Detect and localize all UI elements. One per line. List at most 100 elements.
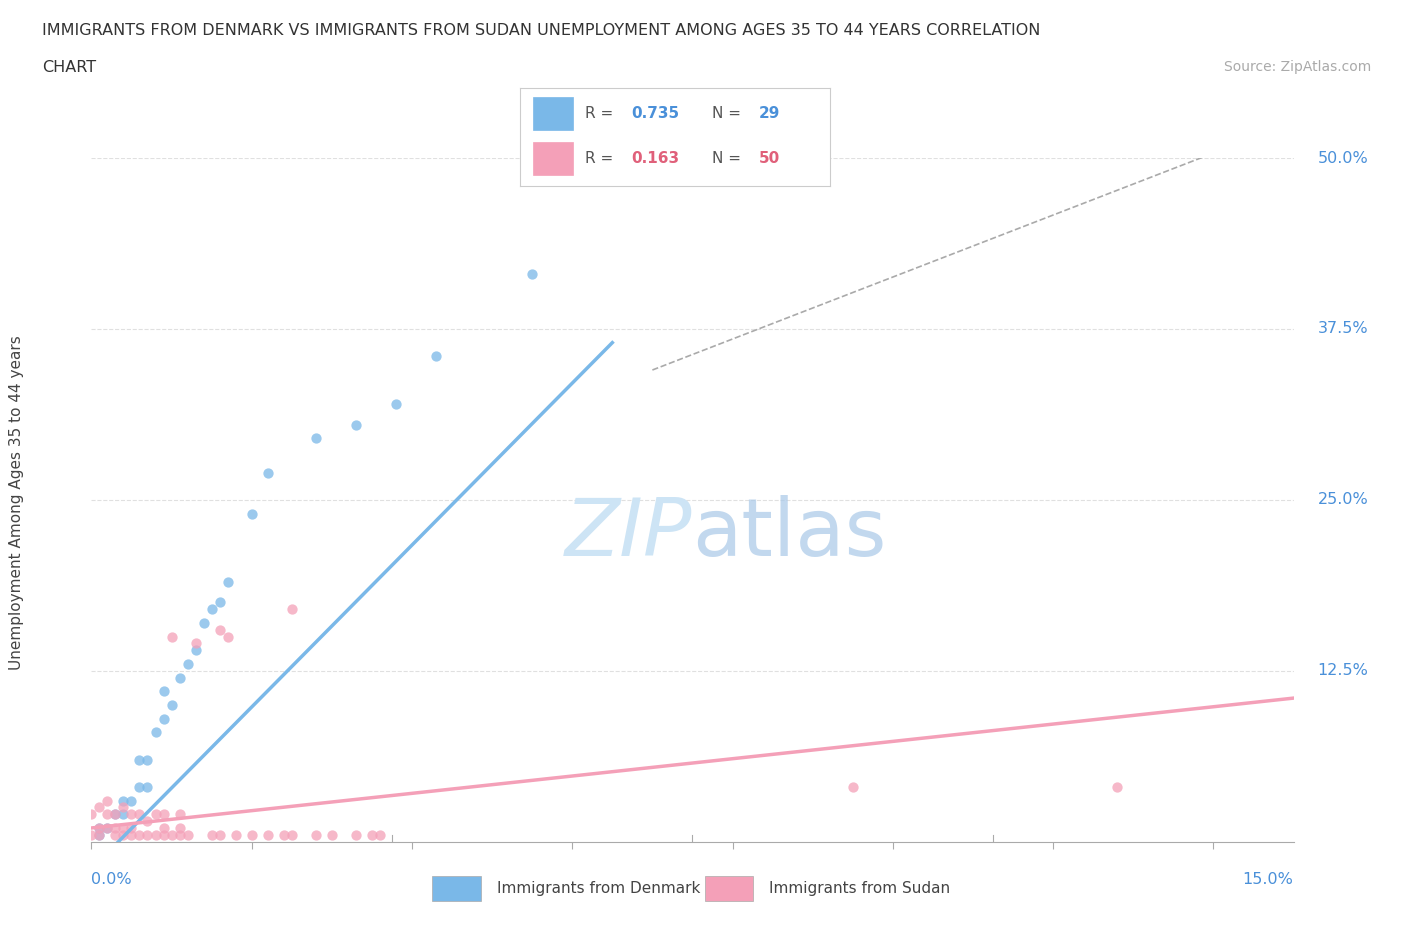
Point: [176, 828, 198, 843]
Point: [176, 657, 198, 671]
Point: [160, 630, 183, 644]
Point: [96, 820, 118, 835]
Point: [96, 793, 118, 808]
Point: [121, 828, 143, 843]
Point: [208, 595, 231, 610]
Point: [121, 807, 143, 822]
Point: [169, 828, 191, 843]
Text: 0.0%: 0.0%: [91, 871, 132, 886]
Bar: [533, 142, 572, 175]
Point: [193, 616, 215, 631]
Point: [145, 807, 167, 822]
Point: [128, 807, 150, 822]
Bar: [704, 876, 754, 901]
Point: [152, 711, 174, 726]
Text: atlas: atlas: [692, 495, 887, 573]
Text: Immigrants from Sudan: Immigrants from Sudan: [769, 881, 950, 897]
Point: [160, 828, 183, 843]
Point: [89, 820, 111, 835]
Point: [169, 671, 191, 685]
Point: [112, 793, 135, 808]
Point: [522, 267, 544, 282]
Point: [305, 828, 328, 843]
Point: [256, 465, 278, 480]
Point: [217, 630, 239, 644]
Point: [281, 602, 304, 617]
Point: [121, 820, 143, 835]
Text: 0.163: 0.163: [631, 152, 679, 166]
Text: 50.0%: 50.0%: [1317, 151, 1368, 166]
Point: [184, 636, 207, 651]
Point: [152, 820, 174, 835]
Point: [360, 828, 382, 843]
Text: 37.5%: 37.5%: [1317, 322, 1368, 337]
Point: [136, 814, 159, 829]
Point: [145, 724, 167, 739]
Point: [89, 820, 111, 835]
Point: [1107, 779, 1129, 794]
Text: Unemployment Among Ages 35 to 44 years: Unemployment Among Ages 35 to 44 years: [10, 335, 24, 670]
Point: [145, 828, 167, 843]
Point: [96, 820, 118, 835]
Point: [136, 828, 159, 843]
Point: [136, 752, 159, 767]
Point: [104, 807, 127, 822]
Point: [368, 828, 391, 843]
Point: [217, 575, 239, 590]
Point: [112, 828, 135, 843]
Text: 50: 50: [758, 152, 780, 166]
Point: [152, 684, 174, 698]
Point: [305, 431, 328, 445]
Text: R =: R =: [585, 106, 619, 121]
Point: [104, 820, 127, 835]
Point: [169, 807, 191, 822]
Bar: [433, 876, 481, 901]
Text: ZIP: ZIP: [565, 495, 692, 573]
Point: [128, 828, 150, 843]
Text: Source: ZipAtlas.com: Source: ZipAtlas.com: [1223, 60, 1371, 74]
Text: 29: 29: [758, 106, 780, 121]
Point: [112, 800, 135, 815]
Text: N =: N =: [711, 152, 745, 166]
Text: 25.0%: 25.0%: [1317, 492, 1368, 508]
Text: 15.0%: 15.0%: [1243, 871, 1294, 886]
Point: [104, 807, 127, 822]
Text: R =: R =: [585, 152, 619, 166]
Point: [169, 820, 191, 835]
Text: Immigrants from Denmark: Immigrants from Denmark: [496, 881, 700, 897]
Point: [89, 828, 111, 843]
Bar: [533, 97, 572, 130]
Text: 0.735: 0.735: [631, 106, 679, 121]
Point: [201, 828, 224, 843]
Point: [425, 349, 447, 364]
Point: [321, 828, 343, 843]
Point: [273, 828, 295, 843]
Point: [208, 828, 231, 843]
Point: [225, 828, 247, 843]
Point: [152, 807, 174, 822]
Point: [160, 698, 183, 712]
Point: [112, 807, 135, 822]
Point: [184, 643, 207, 658]
Point: [136, 779, 159, 794]
Point: [152, 828, 174, 843]
Text: IMMIGRANTS FROM DENMARK VS IMMIGRANTS FROM SUDAN UNEMPLOYMENT AMONG AGES 35 TO 4: IMMIGRANTS FROM DENMARK VS IMMIGRANTS FR…: [42, 23, 1040, 38]
Point: [841, 779, 863, 794]
Point: [96, 807, 118, 822]
Point: [344, 828, 367, 843]
Point: [344, 418, 367, 432]
Point: [128, 779, 150, 794]
Point: [208, 622, 231, 637]
Point: [201, 602, 224, 617]
Point: [121, 793, 143, 808]
Point: [104, 828, 127, 843]
Point: [256, 828, 278, 843]
Point: [112, 820, 135, 835]
Point: [89, 800, 111, 815]
Point: [80, 828, 103, 843]
Point: [385, 397, 408, 412]
Point: [89, 828, 111, 843]
Text: 12.5%: 12.5%: [1317, 663, 1368, 678]
Point: [281, 828, 304, 843]
Text: CHART: CHART: [42, 60, 96, 75]
